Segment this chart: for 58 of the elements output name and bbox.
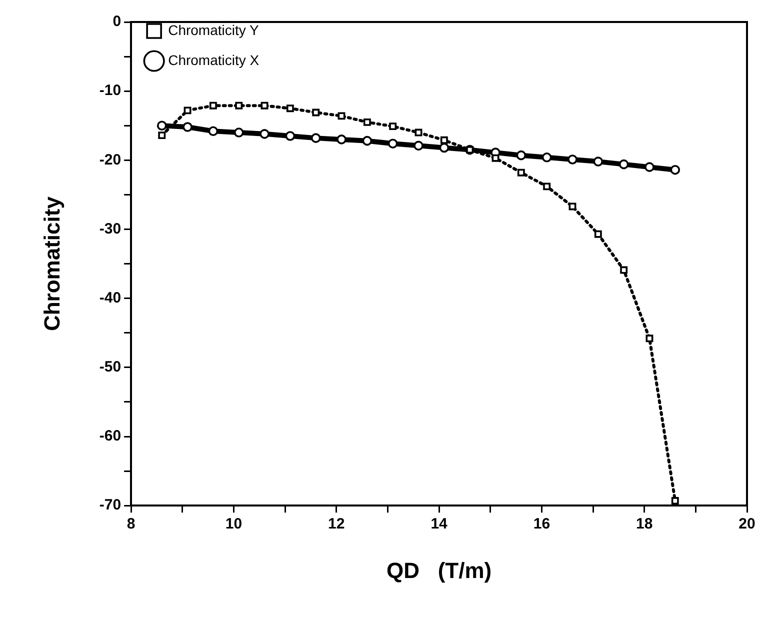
point [310,133,321,143]
y-tick-label: -40 [99,289,122,306]
point [260,102,268,110]
point [312,108,320,116]
legend-label: Chromaticity X [168,52,260,68]
y-tick-label: -60 [99,428,122,445]
point [568,154,578,164]
y-axis-title: Chromaticity [39,196,64,332]
point [517,168,525,176]
point [542,152,552,162]
x-tick-label: 20 [738,516,756,533]
point [336,134,346,144]
point [620,266,628,274]
x-tick-label: 8 [126,516,136,533]
point [440,136,448,144]
y-tick-label: -70 [99,496,122,514]
x-axis-title: QD (T/m) [386,558,492,583]
point [156,120,167,131]
point [363,118,371,126]
x-tick-label: 12 [328,516,345,533]
point [646,334,654,342]
point [593,156,604,166]
y-tick-label: -30 [99,220,122,238]
point [671,497,679,504]
point [158,132,166,140]
point [286,104,294,112]
y-tick-label: -20 [99,151,122,168]
point [492,154,500,162]
point [670,164,680,175]
point [594,230,602,238]
point [338,112,346,120]
point [568,202,576,210]
point [543,182,551,190]
y-tick-label: 0 [112,13,122,30]
point [209,102,217,110]
point [644,162,654,172]
y-tick-label: -50 [99,358,122,376]
point [184,106,192,114]
point [208,126,218,136]
legend-label: Chromaticity Y [168,22,260,38]
point [260,129,270,139]
point [234,128,244,138]
point [439,142,450,153]
point [516,150,526,160]
x-tick-label: 10 [225,516,242,533]
point [388,138,398,148]
point [362,136,372,146]
x-tick-label: 14 [430,516,448,533]
point [389,122,397,130]
point [414,128,422,136]
point [618,159,629,170]
y-tick-label: -10 [99,82,122,100]
x-tick-label: 16 [533,516,550,533]
point [285,131,296,141]
x-tick-label: 18 [636,516,653,533]
point [235,102,243,110]
point [414,140,424,151]
point [182,122,192,132]
